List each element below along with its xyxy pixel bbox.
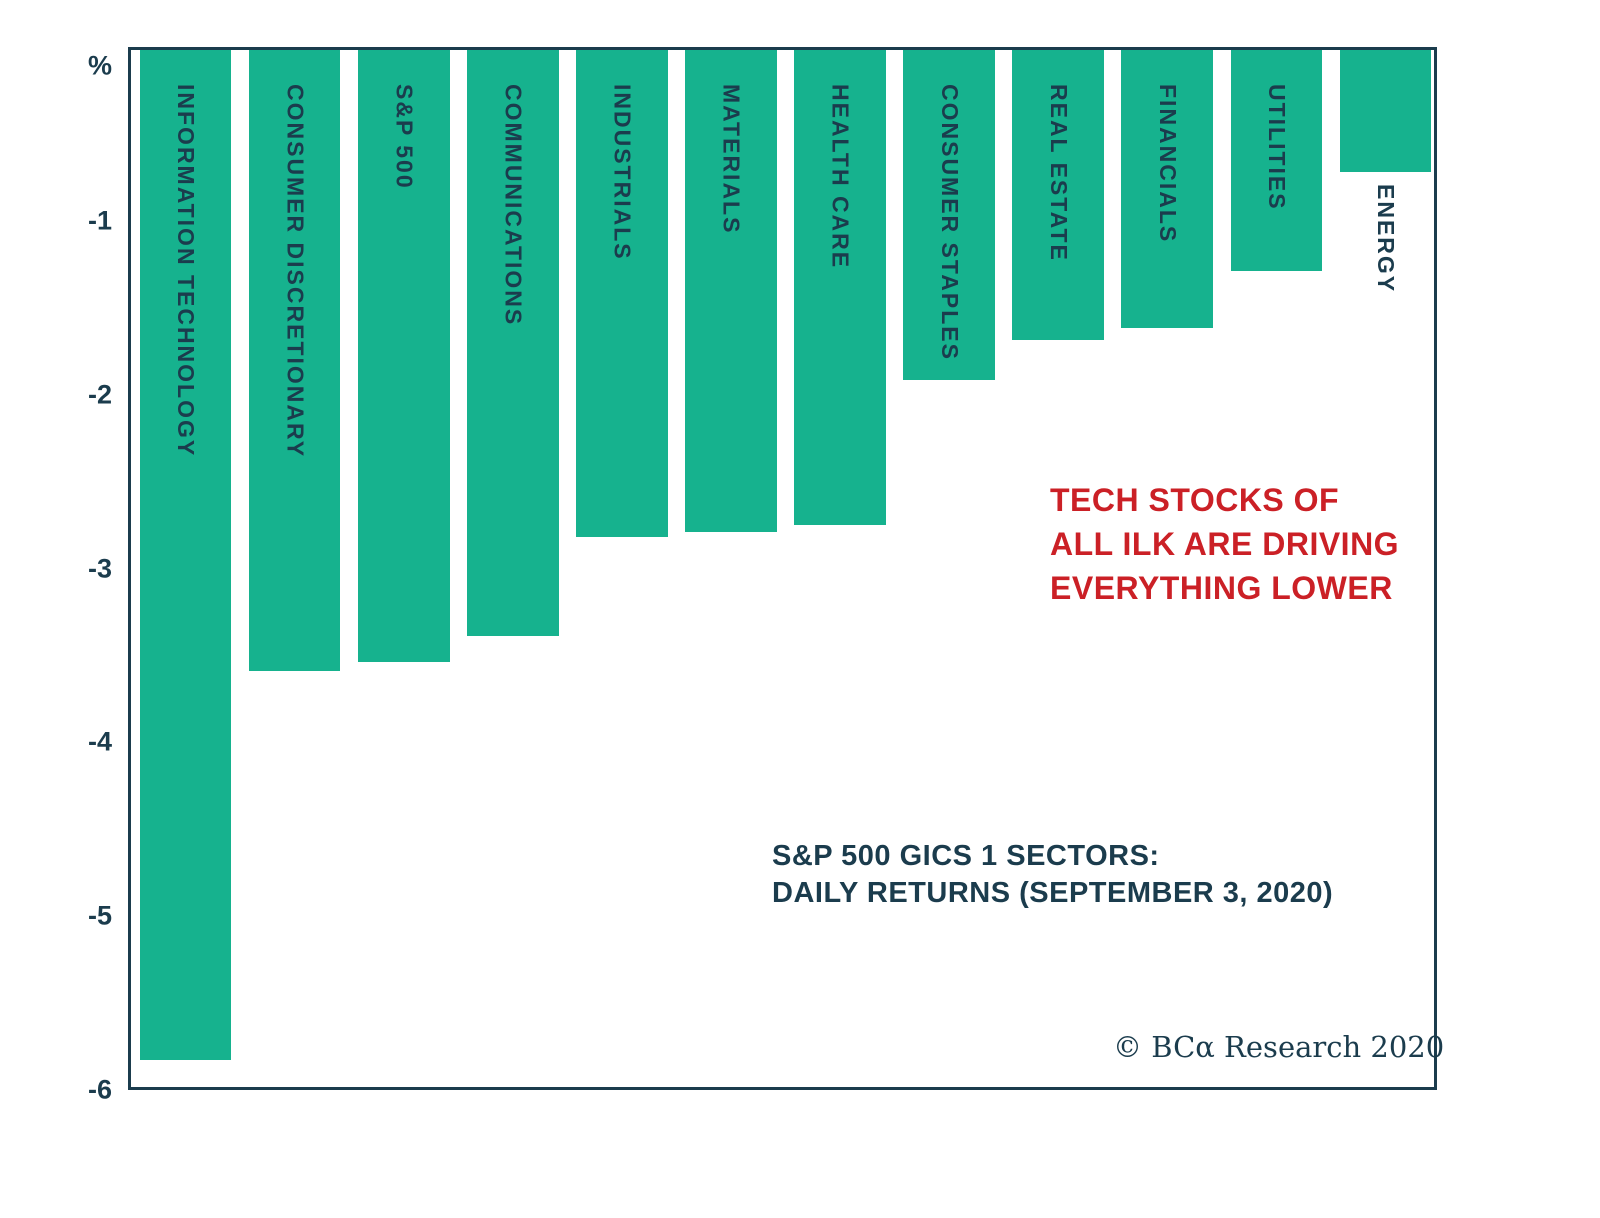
bar-materials — [685, 50, 777, 532]
bar-slot-utilities: UTILITIES — [1222, 50, 1331, 1087]
bar-real-estate — [1012, 50, 1104, 341]
y-tick-label: -6 — [87, 1074, 112, 1105]
copyright-text: © BCα Research 2020 — [1113, 1030, 1445, 1064]
bar-health-care — [794, 50, 886, 525]
bar-label-utilities: UTILITIES — [1264, 84, 1291, 211]
bar-slot-materials: MATERIALS — [676, 50, 785, 1087]
bar-label-real-estate: REAL ESTATE — [1045, 84, 1072, 262]
headline-line: ALL ILK ARE DRIVING — [1050, 526, 1400, 562]
bar-label-consumer-staples: CONSUMER STAPLES — [936, 84, 963, 361]
bar-slot-health-care: HEALTH CARE — [786, 50, 895, 1087]
bar-label-information-technology: INFORMATION TECHNOLOGY — [173, 84, 200, 458]
bar-consumer-staples — [903, 50, 995, 381]
headline-annotation: TECH STOCKS OF ALL ILK ARE DRIVING EVERY… — [1050, 478, 1399, 610]
bar-information-technology — [139, 50, 232, 1060]
bar-label-consumer-discretionary: CONSUMER DISCRETIONARY — [282, 84, 309, 459]
bar-slot-financials: FINANCIALS — [1113, 50, 1222, 1087]
bar-slot-energy: ENERGY — [1331, 50, 1440, 1087]
bar-slot-information-technology: INFORMATION TECHNOLOGY — [131, 50, 240, 1087]
chart-title-line: S&P 500 GICS 1 SECTORS: — [772, 840, 1160, 872]
bar-label-s-p-500: S&P 500 — [391, 84, 418, 190]
bar-slot-consumer-staples: CONSUMER STAPLES — [895, 50, 1004, 1087]
bar-s-p-500 — [357, 50, 450, 662]
bar-slot-communications: COMMUNICATIONS — [458, 50, 567, 1087]
bar-financials — [1121, 50, 1214, 329]
y-axis: % -1 -2 -3 -4 -5 -6 — [0, 0, 112, 1218]
bar-label-financials: FINANCIALS — [1154, 84, 1181, 244]
bar-energy — [1339, 50, 1432, 172]
bar-label-communications: COMMUNICATIONS — [500, 84, 527, 327]
chart-title-annotation: S&P 500 GICS 1 SECTORS: DAILY RETURNS (S… — [772, 838, 1333, 912]
bar-slot-consumer-discretionary: CONSUMER DISCRETIONARY — [240, 50, 349, 1087]
y-tick-label: -3 — [87, 553, 112, 583]
bar-label-industrials: INDUSTRIALS — [609, 84, 636, 261]
chart-title-line: DAILY RETURNS (SEPTEMBER 3, 2020) — [772, 877, 1334, 909]
bar-slot-real-estate: REAL ESTATE — [1004, 50, 1113, 1087]
y-axis-unit-label: % — [87, 50, 112, 81]
bar-consumer-discretionary — [248, 50, 341, 671]
bar-utilities — [1230, 50, 1323, 271]
y-tick-label: -1 — [87, 205, 112, 236]
bar-slot-industrials: INDUSTRIALS — [567, 50, 676, 1087]
bar-label-materials: MATERIALS — [718, 84, 745, 235]
bar-communications — [466, 50, 559, 636]
bar-label-health-care: HEALTH CARE — [827, 84, 854, 270]
headline-line: TECH STOCKS OF — [1050, 482, 1340, 518]
y-tick-label: -2 — [87, 379, 112, 410]
y-tick-label: -5 — [87, 900, 112, 931]
bars-container: INFORMATION TECHNOLOGY CONSUMER DISCRETIO… — [131, 50, 1434, 1087]
y-tick-label: -4 — [87, 726, 112, 757]
headline-line: EVERYTHING LOWER — [1050, 570, 1393, 606]
bar-slot-s-p-500: S&P 500 — [349, 50, 458, 1087]
bar-label-energy: ENERGY — [1373, 183, 1400, 293]
plot-area: INFORMATION TECHNOLOGY CONSUMER DISCRETIO… — [128, 47, 1437, 1090]
bar-industrials — [576, 50, 668, 537]
